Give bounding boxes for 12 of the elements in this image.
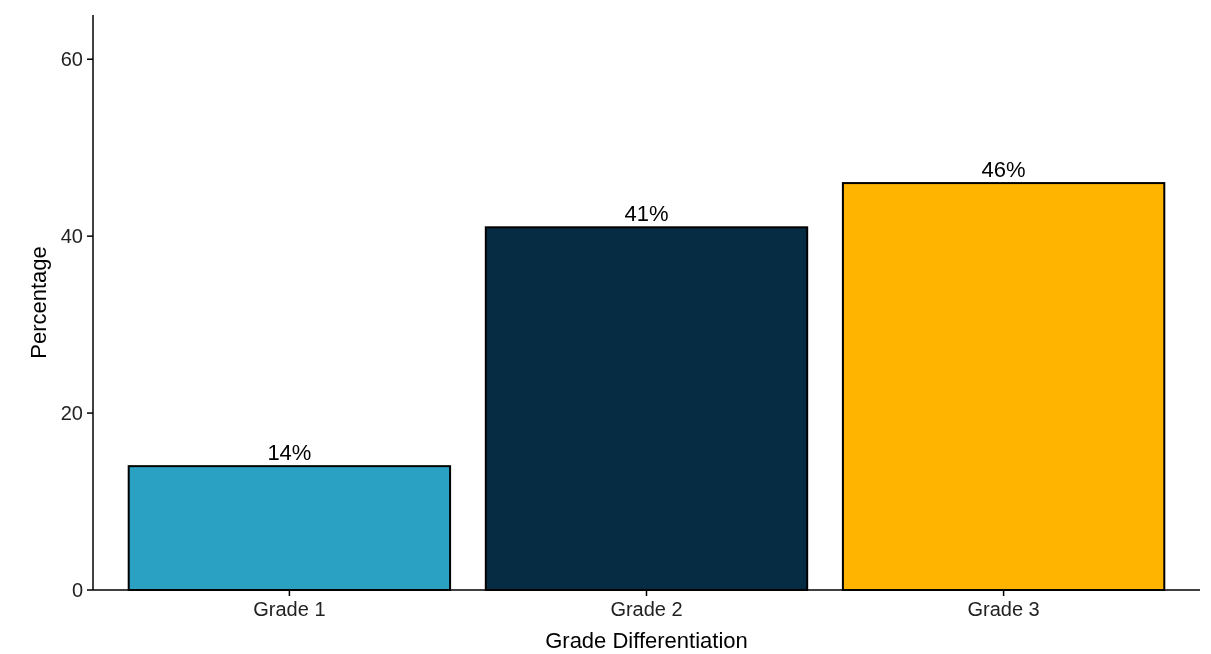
y-tick-label: 60 — [60, 48, 83, 71]
x-axis-title: Grade Differentiation — [545, 628, 748, 653]
y-axis-title: Percentage — [26, 246, 51, 359]
x-tick-label: Grade 3 — [967, 598, 1040, 620]
data-label: 41% — [624, 201, 669, 227]
x-tick-label: Grade 2 — [610, 598, 683, 620]
y-tick-label: 20 — [60, 402, 83, 425]
y-tick-label: 40 — [60, 225, 83, 248]
x-tick-label: Grade 1 — [253, 598, 326, 620]
data-label: 46% — [981, 157, 1026, 183]
data-label: 14% — [267, 440, 312, 466]
y-tick-label: 0 — [71, 579, 83, 601]
